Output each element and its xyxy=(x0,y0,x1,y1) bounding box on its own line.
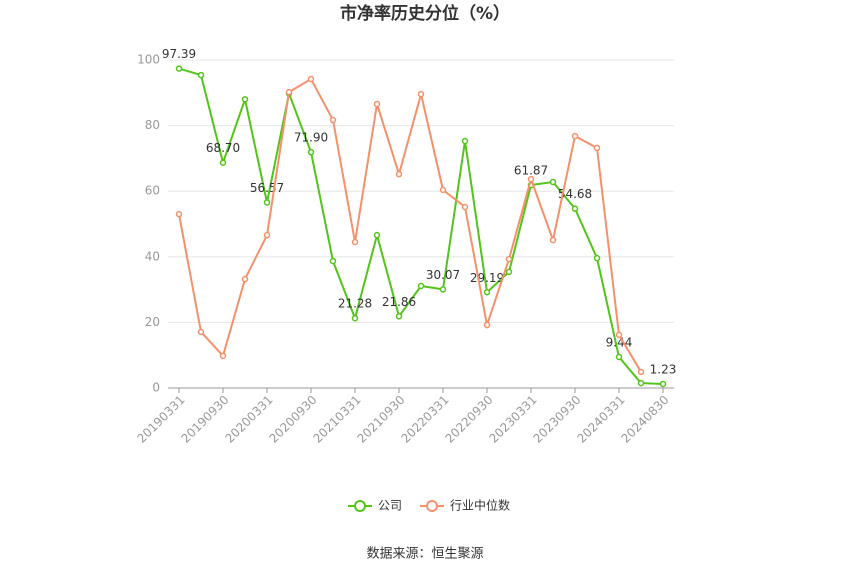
chart-title: 市净率历史分位（%） xyxy=(340,3,510,24)
data-label: 54.68 xyxy=(558,187,592,201)
data-point xyxy=(197,71,205,79)
y-tick-label: 80 xyxy=(145,118,160,132)
data-point xyxy=(219,159,227,166)
data-point xyxy=(659,380,667,388)
data-point xyxy=(329,257,337,265)
data-point xyxy=(549,178,557,186)
legend-label: 公司 xyxy=(378,499,402,513)
y-tick-label: 20 xyxy=(145,315,160,329)
data-label: 30.07 xyxy=(426,268,460,282)
data-point xyxy=(263,199,271,206)
data-label: 21.28 xyxy=(338,297,372,311)
data-point xyxy=(307,75,315,83)
data-label: 29.19 xyxy=(470,271,504,285)
y-tick-label: 40 xyxy=(145,249,160,263)
series-line xyxy=(178,77,642,373)
data-point xyxy=(615,353,623,361)
data-point xyxy=(351,314,359,322)
source-note: 数据来源：恒生聚源 xyxy=(366,547,483,562)
data-point xyxy=(483,289,491,296)
data-point xyxy=(439,286,447,293)
data-point xyxy=(263,231,271,239)
data-point xyxy=(307,148,315,156)
data-point xyxy=(329,116,337,124)
data-label: 61.87 xyxy=(514,164,548,178)
data-point xyxy=(549,236,557,244)
data-point xyxy=(461,137,469,145)
data-label: 56.57 xyxy=(250,181,284,195)
data-point xyxy=(175,65,183,72)
y-tick-label: 0 xyxy=(152,381,160,395)
data-point xyxy=(373,231,381,239)
data-point xyxy=(197,328,205,336)
x-tick-label: 20240830 xyxy=(619,393,672,446)
series-line xyxy=(178,67,664,385)
data-point xyxy=(439,186,447,194)
data-label: 97.39 xyxy=(162,47,196,61)
data-point xyxy=(285,88,293,96)
data-point xyxy=(219,352,227,360)
data-point xyxy=(637,368,645,376)
data-label: 1.23 xyxy=(650,362,677,376)
legend-marker xyxy=(426,500,439,512)
data-point xyxy=(505,268,513,276)
data-point xyxy=(373,100,381,108)
data-point xyxy=(527,175,535,183)
data-point xyxy=(417,282,425,290)
data-point xyxy=(593,144,601,152)
data-point xyxy=(505,255,513,263)
data-point xyxy=(395,313,403,320)
data-label: 21.86 xyxy=(382,295,416,309)
data-point xyxy=(571,132,579,140)
y-tick-label: 60 xyxy=(145,184,160,198)
data-point xyxy=(351,238,359,246)
data-point xyxy=(637,379,645,387)
data-point xyxy=(417,90,425,98)
data-point xyxy=(241,275,249,283)
legend-marker xyxy=(354,500,366,512)
data-label: 71.90 xyxy=(294,131,328,145)
data-point xyxy=(615,331,623,339)
y-tick-label: 100 xyxy=(137,53,160,67)
data-point xyxy=(571,205,579,212)
data-point xyxy=(241,96,249,103)
legend-label: 行业中位数 xyxy=(450,498,510,513)
data-point xyxy=(461,203,469,211)
data-point xyxy=(593,254,601,262)
data-label: 68.70 xyxy=(206,141,240,155)
data-point xyxy=(483,321,491,329)
data-point xyxy=(395,170,403,178)
data-point xyxy=(175,210,183,218)
